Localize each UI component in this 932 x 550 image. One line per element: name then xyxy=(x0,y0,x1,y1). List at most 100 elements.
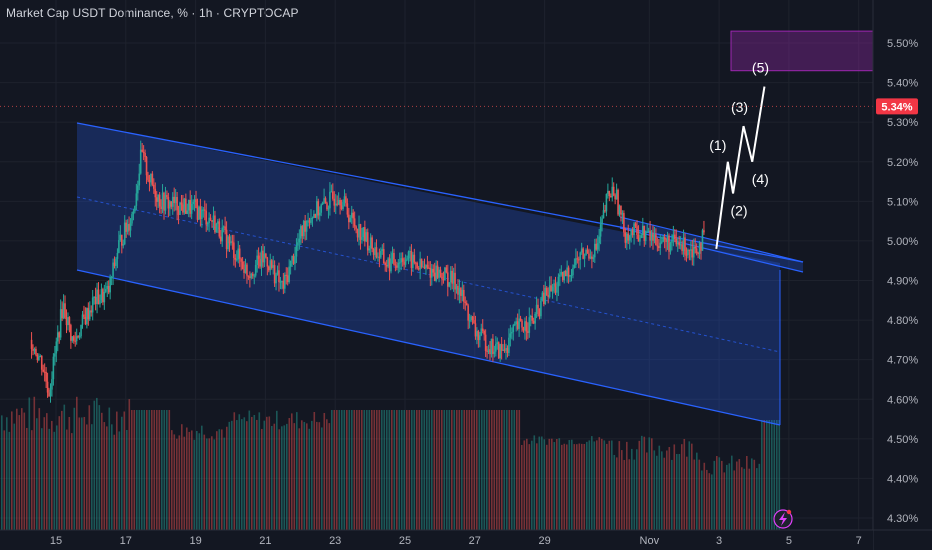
candle-body xyxy=(430,268,433,278)
volume-bar xyxy=(211,436,213,530)
volume-bar xyxy=(321,427,323,530)
volume-bar xyxy=(26,427,28,530)
volume-bar xyxy=(561,444,563,530)
candle-body xyxy=(432,268,435,273)
candle-body xyxy=(490,338,493,355)
candle-body xyxy=(137,185,139,194)
candle-body xyxy=(457,285,459,295)
candle-body xyxy=(97,289,100,305)
candle-body xyxy=(547,295,550,298)
volume-bar xyxy=(301,420,303,530)
volume-bar xyxy=(663,457,666,530)
x-tick-label: 7 xyxy=(856,535,862,547)
candle-body xyxy=(387,258,389,267)
volume-bar xyxy=(623,459,626,530)
candle-body xyxy=(579,252,582,261)
volume-bar xyxy=(138,410,141,530)
candle-body xyxy=(525,321,528,332)
candle-body xyxy=(189,200,192,214)
candle-body xyxy=(377,256,379,258)
candle-body xyxy=(559,274,561,277)
volume-bar xyxy=(293,423,296,530)
volume-bar xyxy=(651,438,653,530)
candle-body xyxy=(532,320,535,324)
volume-bar xyxy=(503,410,506,530)
volume-bar xyxy=(253,414,256,530)
candle-body xyxy=(499,344,501,359)
candle-body xyxy=(365,232,368,242)
volume-bar xyxy=(31,430,33,530)
volume-bar xyxy=(588,440,591,530)
volume-bar xyxy=(218,429,221,530)
candle-body xyxy=(155,197,158,202)
candle-body xyxy=(592,257,595,259)
candle-body xyxy=(173,196,175,203)
volume-bar xyxy=(276,410,278,530)
volume-bar xyxy=(736,461,738,530)
candle-body xyxy=(217,221,219,224)
candle-body xyxy=(503,349,506,351)
candle-body xyxy=(528,317,531,333)
candle-body xyxy=(650,233,653,241)
candle-body xyxy=(569,275,571,277)
candle-body xyxy=(46,381,49,393)
volume-bar xyxy=(11,411,13,530)
y-tick-label: 4.70% xyxy=(887,355,918,367)
candle-body xyxy=(688,249,691,251)
candle-body xyxy=(649,230,651,241)
candle-body xyxy=(208,217,210,224)
candle-body xyxy=(599,224,602,237)
volume-bar xyxy=(576,444,578,530)
candle-body xyxy=(222,226,225,228)
volume-bar xyxy=(146,410,148,530)
candle-body xyxy=(119,234,122,241)
candle-body xyxy=(647,230,650,232)
volume-bar xyxy=(498,410,501,530)
volume-bar xyxy=(343,410,346,530)
candle-body xyxy=(361,237,363,240)
candle-body xyxy=(429,267,432,278)
volume-bar xyxy=(358,410,361,530)
volume-bar xyxy=(66,429,68,530)
candle-body xyxy=(153,184,155,189)
candle-body xyxy=(666,235,669,242)
candle-body xyxy=(102,289,104,303)
candle-body xyxy=(451,270,453,284)
candle-body xyxy=(195,199,197,208)
volume-bar xyxy=(563,443,566,530)
volume-bar xyxy=(176,438,178,530)
volume-bar xyxy=(593,441,596,530)
candle-body xyxy=(615,189,618,200)
candle-body xyxy=(653,234,656,241)
candle-body xyxy=(637,234,640,242)
candle-body xyxy=(51,379,53,390)
candle-body xyxy=(679,244,682,246)
volume-bar xyxy=(208,438,211,530)
candle-body xyxy=(422,266,424,268)
candle-body xyxy=(513,324,516,326)
volume-bar xyxy=(231,420,233,530)
volume-bar xyxy=(656,455,658,530)
candle-body xyxy=(352,212,354,219)
candle-body xyxy=(486,351,488,353)
volume-bar xyxy=(168,410,171,530)
lightning-icon[interactable] xyxy=(773,509,793,529)
candle-body xyxy=(158,194,161,207)
candle-body xyxy=(524,321,526,331)
y-tick-label: 4.30% xyxy=(887,513,918,525)
candle-body xyxy=(401,258,404,262)
candle-body xyxy=(368,248,371,251)
volume-bar xyxy=(216,431,218,530)
candle-body xyxy=(161,192,164,210)
candle-body xyxy=(476,331,478,337)
candle-body xyxy=(145,156,148,176)
volume-bar xyxy=(408,410,411,530)
candle-body xyxy=(567,267,570,277)
volume-bar xyxy=(411,410,413,530)
volume-bar xyxy=(13,423,16,530)
volume-bar xyxy=(453,410,456,530)
candle-body xyxy=(545,287,548,296)
volume-bar xyxy=(756,468,758,530)
candle-body xyxy=(39,355,42,357)
